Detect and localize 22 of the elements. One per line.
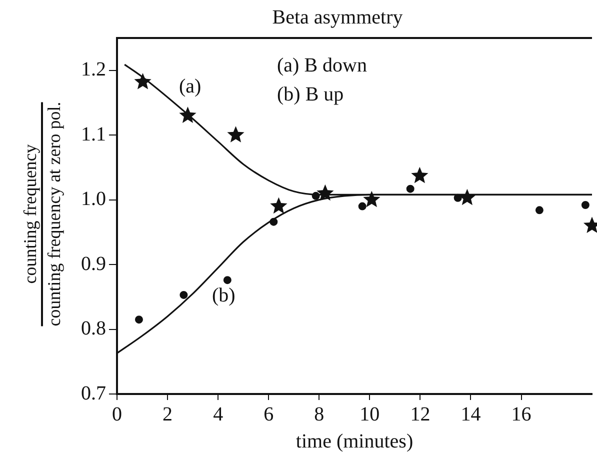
- y-tick-label: 0.7: [81, 382, 106, 404]
- x-tick-label: 2: [162, 403, 173, 426]
- x-axis-title: time (minutes): [296, 430, 414, 452]
- x-tick-label: 8: [314, 403, 324, 426]
- annotation: (b) B up: [277, 83, 344, 106]
- x-tick-label: 10: [360, 403, 380, 426]
- y-tick-label: 1.2: [81, 58, 106, 81]
- annotation: (a) B down: [277, 54, 367, 76]
- x-tick-label: 12: [410, 403, 430, 426]
- y-tick-label: 0.8: [81, 318, 106, 340]
- y-tick-label: 0.9: [81, 252, 106, 275]
- y-tick-label: 1.0: [81, 188, 106, 210]
- x-tick-label: 16: [511, 403, 532, 426]
- annotation: (b): [212, 284, 236, 306]
- annotation: (a): [179, 75, 202, 98]
- x-tick-label: 14: [460, 403, 481, 426]
- x-tick-label: 6: [264, 403, 274, 426]
- x-tick-label: 0: [112, 403, 122, 426]
- y-tick-label: 1.1: [81, 123, 106, 146]
- x-tick-label: 4: [213, 403, 224, 426]
- chart-title: Beta asymmetry: [272, 6, 403, 28]
- y-axis-title: counting frequency counting frequency at zero pol.: [19, 102, 65, 326]
